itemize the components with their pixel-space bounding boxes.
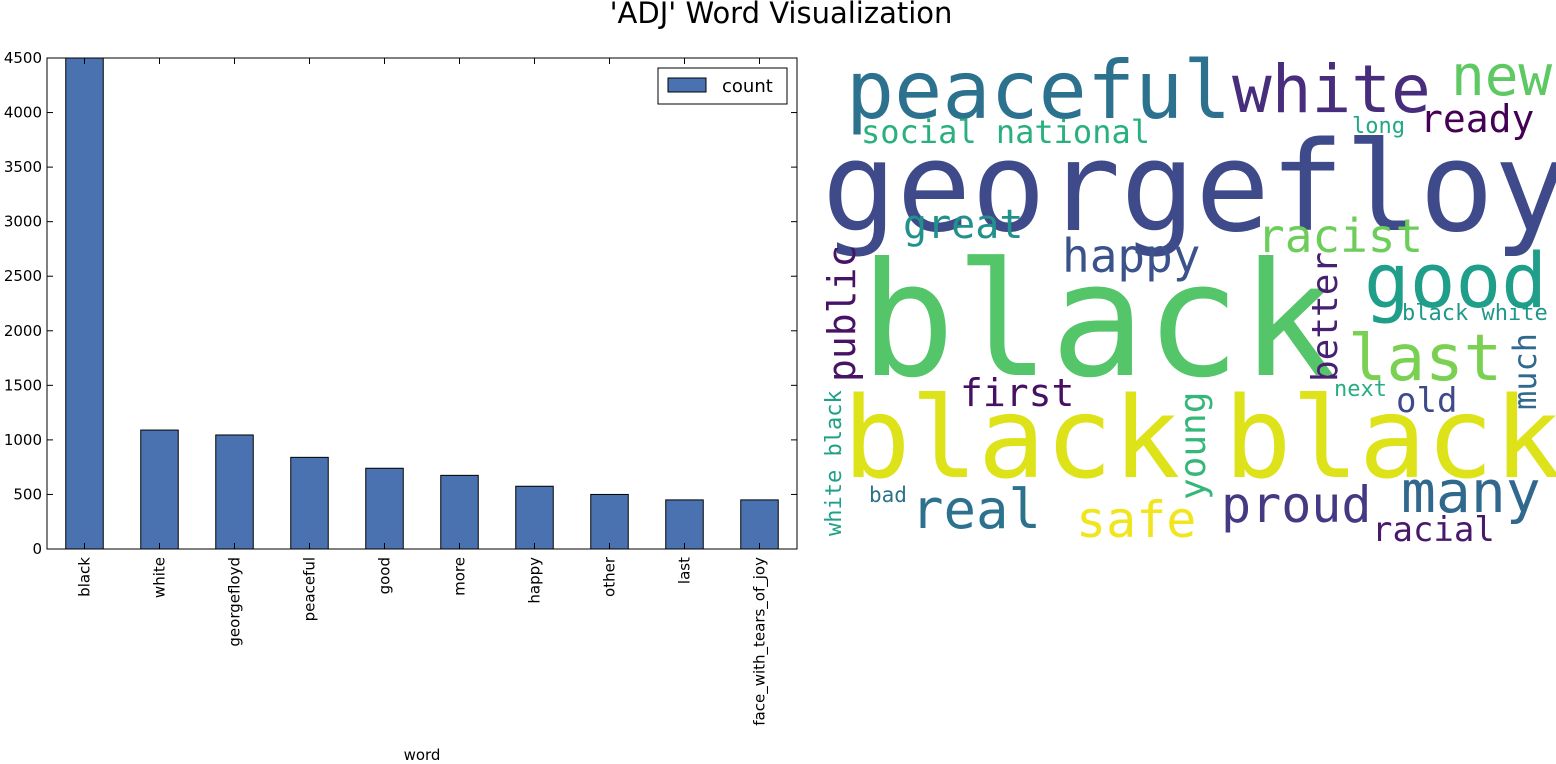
legend-label: count <box>722 76 773 97</box>
cloud-word: georgefloyd <box>822 116 1556 260</box>
y-tick-label: 500 <box>13 485 42 503</box>
bar-other <box>590 493 629 550</box>
cloud-word: peaceful <box>846 44 1231 137</box>
x-tick-label: good <box>376 557 394 594</box>
y-tick-label: 0 <box>32 540 42 558</box>
cloud-word: first <box>960 371 1074 415</box>
word-cloud: black georgefloyd black black peaceful w… <box>820 44 1556 550</box>
cloud-word: black <box>843 374 1180 504</box>
x-tick-label: face_with_tears_of_joy <box>751 557 770 726</box>
bar-white <box>140 429 179 550</box>
y-axis: 0 500 1000 1500 2000 2500 3000 3500 4000 4500 <box>4 49 797 558</box>
x-axis-label: word <box>404 746 441 764</box>
cloud-word: young <box>1173 392 1214 500</box>
y-tick-label: 1500 <box>4 376 42 394</box>
bar-face_with_tears_of_joy <box>740 499 779 550</box>
x-tick-label: happy <box>526 557 544 604</box>
bar-good <box>365 467 404 550</box>
cloud-word: real <box>911 478 1041 541</box>
cloud-word: proud <box>1221 476 1372 534</box>
cloud-word: black white <box>1402 301 1548 326</box>
figure-title: 'ADJ' Word Visualization <box>610 0 953 30</box>
cloud-word: last <box>1348 322 1502 396</box>
cloud-word: better <box>1305 252 1346 382</box>
bar-peaceful <box>290 456 329 550</box>
bar-last <box>665 499 704 550</box>
cloud-word: happy <box>1062 229 1200 283</box>
y-tick-label: 4500 <box>4 49 42 67</box>
cloud-word: many <box>1401 458 1541 526</box>
cloud-word: good <box>1364 236 1547 325</box>
y-tick-label: 3500 <box>4 158 42 176</box>
legend: count <box>657 67 788 105</box>
x-tick-label: peaceful <box>301 557 319 621</box>
cloud-word: social national <box>861 113 1150 151</box>
cloud-word: white black <box>822 390 847 536</box>
cloud-word: racist <box>1257 209 1423 263</box>
bar-chart: 0 500 1000 1500 2000 2500 3000 3500 4000 4500 bla… <box>4 49 798 764</box>
y-tick-label: 2500 <box>4 267 42 285</box>
bar-black <box>65 57 104 550</box>
cloud-word: safe <box>1076 491 1196 549</box>
cloud-word: great <box>903 202 1023 248</box>
bar-happy <box>515 485 554 550</box>
cloud-word: old <box>1396 381 1457 421</box>
cloud-word: bad <box>869 483 907 507</box>
legend-swatch <box>667 77 707 93</box>
cloud-word: white <box>1232 51 1431 128</box>
y-tick-label: 4000 <box>4 104 42 122</box>
plot-frame <box>46 57 798 550</box>
y-tick-label: 3000 <box>4 213 42 231</box>
cloud-word: black <box>1224 374 1556 504</box>
cloud-word: long <box>1352 114 1405 139</box>
bar-more <box>440 474 479 550</box>
x-tick-label: last <box>676 557 694 584</box>
cloud-word: next <box>1334 377 1387 402</box>
x-tick-label: georgefloyd <box>226 557 244 647</box>
y-tick-label: 2000 <box>4 322 42 340</box>
cloud-word: public <box>820 245 864 382</box>
cloud-word: new <box>1451 44 1552 109</box>
x-axis: black white georgefloyd peaceful good more hap… <box>76 58 770 726</box>
y-tick-label: 1000 <box>4 431 42 449</box>
x-tick-label: more <box>451 557 469 596</box>
x-tick-label: black <box>76 557 94 597</box>
x-tick-label: white <box>151 557 169 598</box>
cloud-word: ready <box>1420 97 1534 141</box>
x-tick-label: other <box>601 556 619 597</box>
cloud-word: racial <box>1372 510 1495 550</box>
bar-georgefloyd <box>215 434 254 550</box>
cloud-word: black <box>860 229 1336 413</box>
cloud-word: much <box>1506 333 1544 410</box>
bars <box>65 57 779 550</box>
